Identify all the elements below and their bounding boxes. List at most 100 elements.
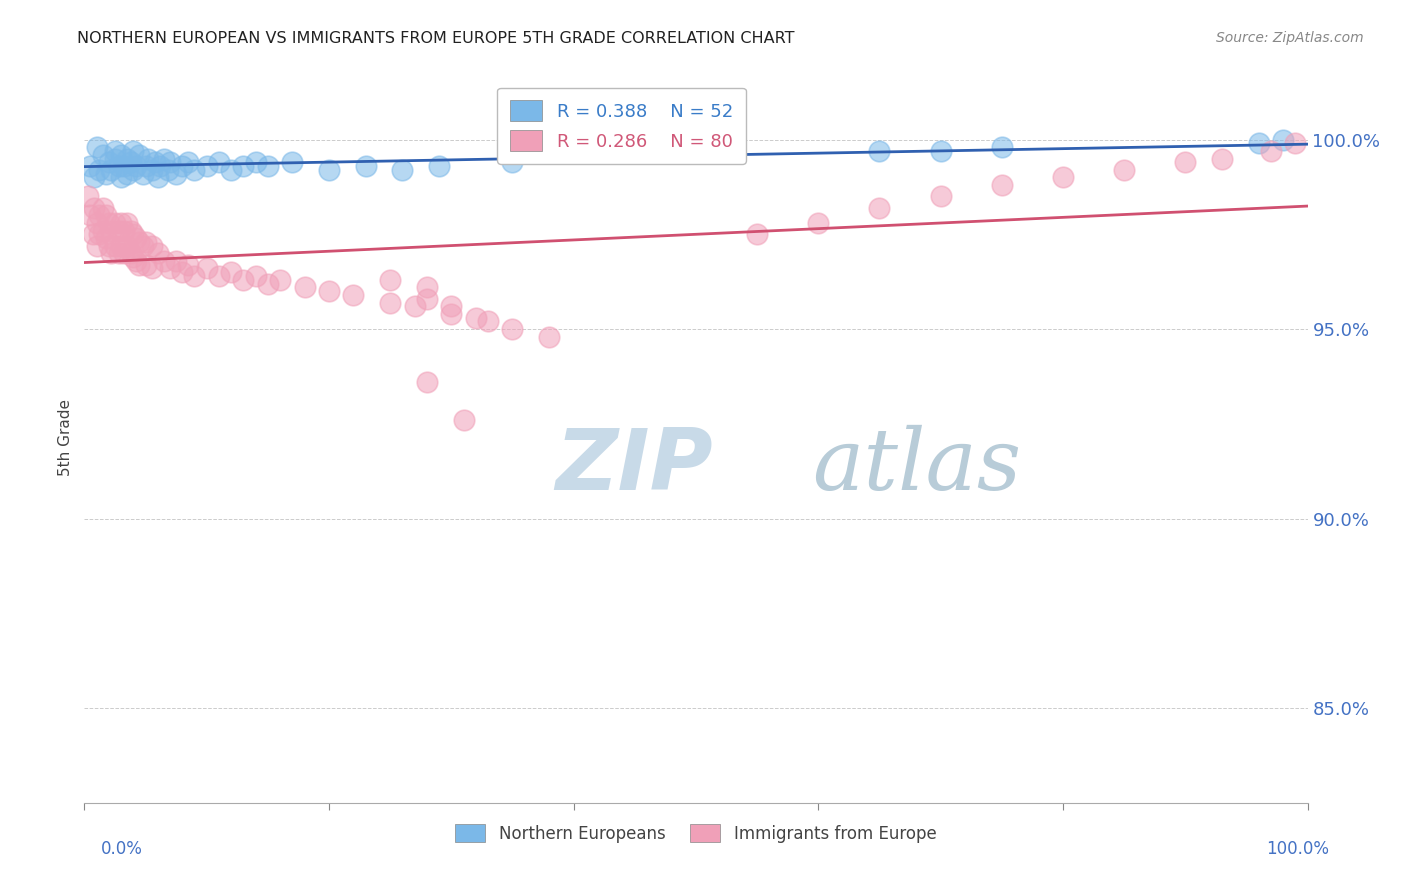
Point xyxy=(318,284,340,298)
Point xyxy=(112,159,135,173)
Legend: Northern Europeans, Immigrants from Europe: Northern Europeans, Immigrants from Euro… xyxy=(449,818,943,849)
Point xyxy=(112,223,135,237)
Point xyxy=(87,162,110,177)
Point xyxy=(183,162,205,177)
Point xyxy=(125,231,148,245)
Point xyxy=(115,238,138,252)
Point xyxy=(115,167,138,181)
Point xyxy=(245,268,267,283)
Point xyxy=(110,147,132,161)
Point xyxy=(132,167,155,181)
Point xyxy=(104,216,127,230)
Point xyxy=(219,265,242,279)
Point xyxy=(869,201,891,215)
Point xyxy=(232,159,254,173)
Point xyxy=(159,155,181,169)
Point xyxy=(294,280,316,294)
Text: Source: ZipAtlas.com: Source: ZipAtlas.com xyxy=(1216,31,1364,45)
Point xyxy=(146,246,169,260)
Point xyxy=(416,280,439,294)
Point xyxy=(149,159,172,173)
Point xyxy=(96,231,118,245)
Point xyxy=(172,159,194,173)
Point xyxy=(96,167,118,181)
Point xyxy=(1247,136,1270,151)
Point xyxy=(122,144,145,158)
Point xyxy=(110,238,132,252)
Point xyxy=(87,227,110,242)
Point xyxy=(153,152,176,166)
Point xyxy=(440,307,463,321)
Text: NORTHERN EUROPEAN VS IMMIGRANTS FROM EUROPE 5TH GRADE CORRELATION CHART: NORTHERN EUROPEAN VS IMMIGRANTS FROM EUR… xyxy=(77,31,794,46)
Point xyxy=(79,159,101,173)
Point xyxy=(1272,132,1295,146)
Point xyxy=(380,273,402,287)
Point xyxy=(416,375,439,389)
Y-axis label: 5th Grade: 5th Grade xyxy=(58,399,73,475)
Point xyxy=(453,413,475,427)
Point xyxy=(79,208,101,222)
Point xyxy=(807,216,830,230)
Point xyxy=(104,152,127,166)
Point xyxy=(427,159,450,173)
Text: ZIP: ZIP xyxy=(555,425,713,508)
Point xyxy=(91,201,114,215)
Point xyxy=(83,170,105,185)
Point xyxy=(177,155,200,169)
Point xyxy=(141,162,163,177)
Point xyxy=(104,144,127,158)
Point xyxy=(100,162,122,177)
Point xyxy=(208,155,231,169)
Point xyxy=(100,246,122,260)
Point xyxy=(86,238,108,252)
Point xyxy=(257,277,280,291)
Point xyxy=(195,159,218,173)
Point xyxy=(77,189,100,203)
Point xyxy=(128,147,150,161)
Point xyxy=(172,265,194,279)
Point xyxy=(165,167,187,181)
Point xyxy=(120,223,142,237)
Point xyxy=(1284,136,1306,151)
Point xyxy=(120,246,142,260)
Point xyxy=(146,170,169,185)
Point xyxy=(929,144,952,158)
Point xyxy=(869,144,891,158)
Point xyxy=(115,152,138,166)
Point xyxy=(318,162,340,177)
Text: atlas: atlas xyxy=(813,425,1021,508)
Point xyxy=(91,147,114,161)
Point xyxy=(165,253,187,268)
Point xyxy=(1260,144,1282,158)
Point xyxy=(86,140,108,154)
Point xyxy=(1211,152,1233,166)
Point xyxy=(747,227,769,242)
Point xyxy=(128,235,150,249)
Point xyxy=(135,258,157,272)
Point xyxy=(97,238,120,252)
Point xyxy=(153,253,176,268)
Point xyxy=(991,140,1014,154)
Point xyxy=(342,288,364,302)
Point xyxy=(128,258,150,272)
Point xyxy=(141,261,163,276)
Point xyxy=(104,238,127,252)
Point xyxy=(97,155,120,169)
Point xyxy=(125,253,148,268)
Point xyxy=(354,159,377,173)
Point xyxy=(143,155,166,169)
Point xyxy=(183,268,205,283)
Point xyxy=(929,189,952,203)
Point xyxy=(232,273,254,287)
Point xyxy=(1174,155,1197,169)
Point xyxy=(107,223,129,237)
Point xyxy=(115,216,138,230)
Point xyxy=(110,170,132,185)
Point xyxy=(82,227,104,242)
Point xyxy=(156,162,179,177)
Point xyxy=(1052,170,1074,185)
Point xyxy=(416,292,439,306)
Point xyxy=(391,162,413,177)
Point xyxy=(120,155,142,169)
Point xyxy=(257,159,280,173)
